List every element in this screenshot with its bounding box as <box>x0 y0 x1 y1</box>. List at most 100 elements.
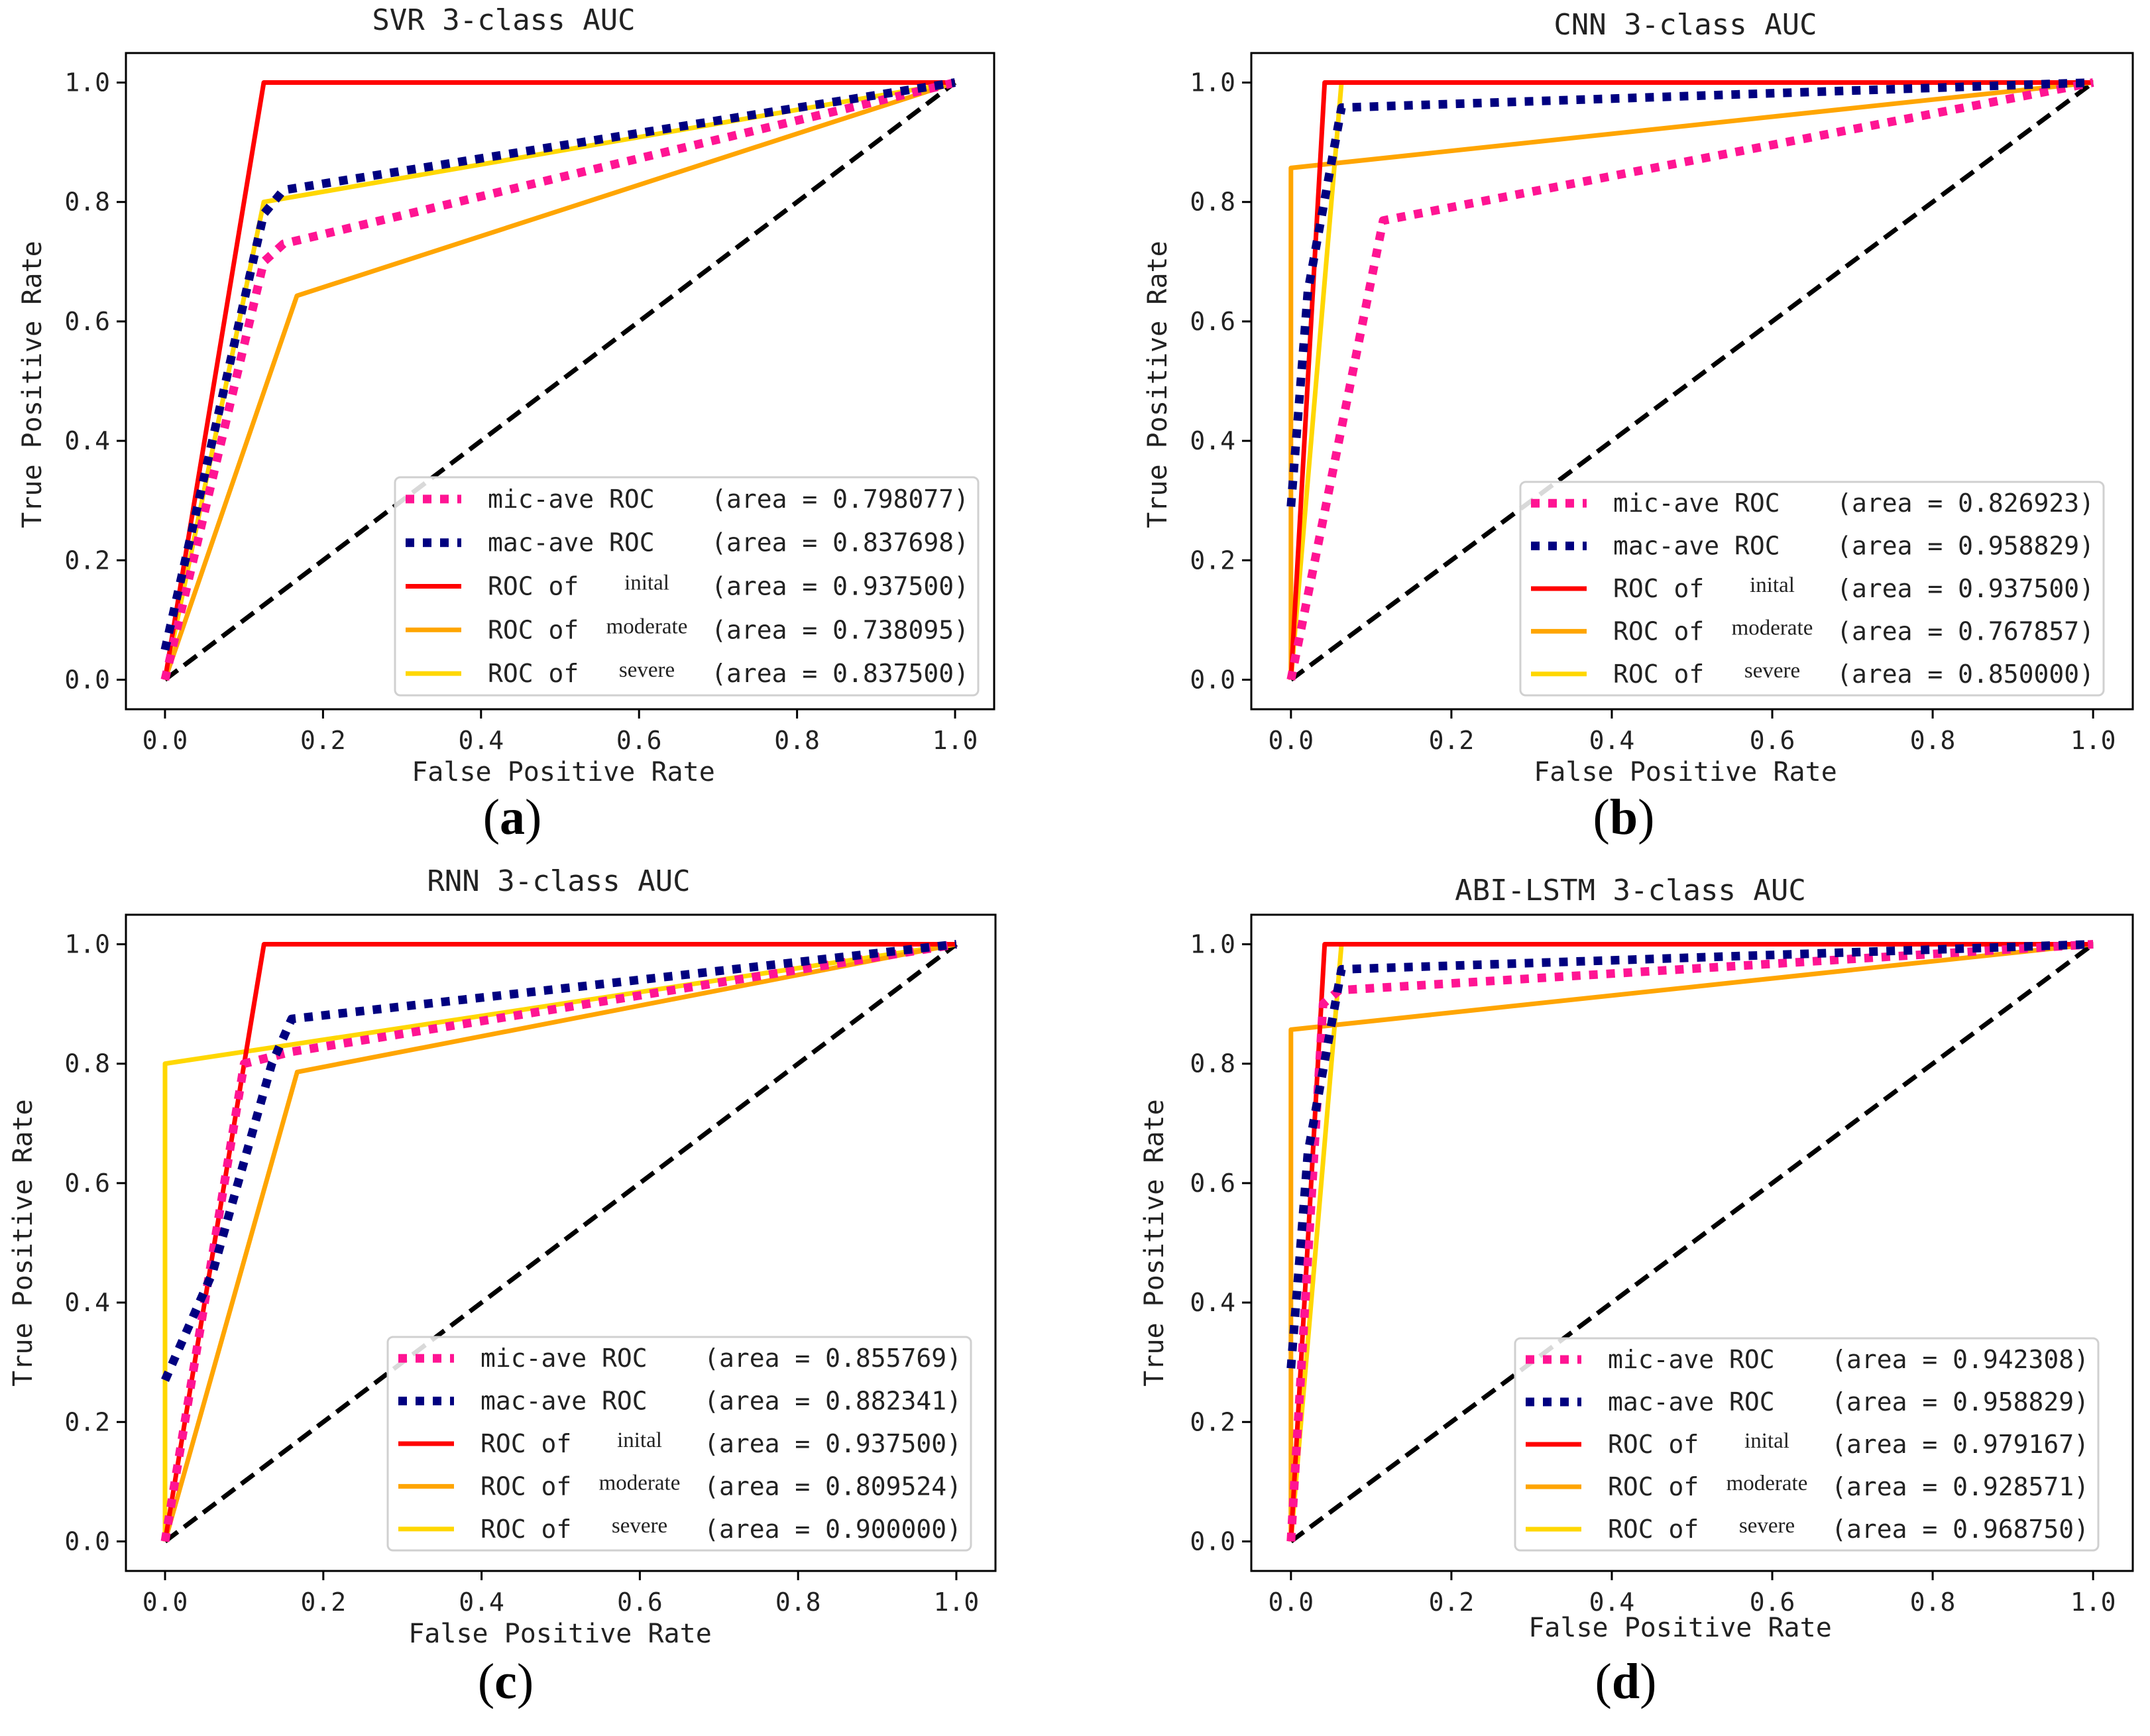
y-tick-label: 1.0 <box>64 68 110 97</box>
y-tick-label: 0.2 <box>1190 1407 1235 1436</box>
legend-area-moderate: (area = 0.767857) <box>1837 616 2094 646</box>
series-line-mic <box>1286 940 2094 1542</box>
x-tick-label: 0.0 <box>142 1588 188 1617</box>
series-line-mic <box>160 940 958 1542</box>
legend-area-moderate: (area = 0.809524) <box>704 1472 962 1501</box>
caption-letter: d <box>1612 1654 1640 1709</box>
y-tick-label: 0.8 <box>64 1049 110 1078</box>
series-line-mac <box>1286 78 2094 507</box>
y-axis-label: True Positive Rate <box>8 1099 38 1386</box>
x-tick-label: 0.6 <box>1750 726 1795 755</box>
legend-label-mic: mic-ave ROC <box>1613 489 1780 518</box>
x-tick-label: 0.0 <box>1269 1588 1314 1617</box>
caption-letter: c <box>494 1654 517 1709</box>
series-lines <box>1286 940 2095 1544</box>
legend-class-moderate: moderate <box>606 614 688 638</box>
legend-class-moderate: moderate <box>1726 1472 1808 1495</box>
legend-label-mac: mac-ave ROC <box>1613 532 1780 561</box>
legend-area-inital: (area = 0.937500) <box>704 1429 962 1458</box>
legend-label-mic: mic-ave ROC <box>1608 1345 1775 1374</box>
legend-area-mic: (area = 0.798077) <box>711 485 969 514</box>
series-line-mic <box>160 78 956 681</box>
panel-b: CNN 3-class AUC 0.0 0.2 0.4 0.6 0.8 1.0 0.0 0.2 0… <box>1143 8 2134 845</box>
legend: mic-ave ROC (area = 0.826923) mac-ave ROC (… <box>1519 481 2105 697</box>
series-line-moderate <box>1288 80 2094 680</box>
caption-open-paren: ( <box>483 789 500 845</box>
legend-class-inital: inital <box>1744 1429 1789 1453</box>
series-line-mac <box>160 78 956 651</box>
x-tick-label: 0.8 <box>774 726 820 755</box>
y-tick-label: 0.6 <box>64 1169 110 1198</box>
legend-area-mic: (area = 0.942308) <box>1831 1345 2089 1374</box>
caption-letter: a <box>500 789 525 845</box>
y-tick-label: 0.2 <box>1190 546 1235 575</box>
panel-d: ABI-LSTM 3-class AUC 0.0 0.2 0.4 0.6 0.8 1.0 0.… <box>1139 874 2134 1709</box>
caption-close-paren: ) <box>1640 1654 1656 1709</box>
legend-class-inital: inital <box>617 1428 662 1452</box>
chart-title: SVR 3-class AUC <box>372 3 635 37</box>
x-tick-label: 0.2 <box>1429 1588 1475 1617</box>
x-tick-label: 0.2 <box>301 1588 347 1617</box>
x-tick-label: 0.8 <box>1910 726 1956 755</box>
y-axis-label: True Positive Rate <box>1143 241 1173 528</box>
series-lines <box>160 940 958 1544</box>
x-tick-label: 0.0 <box>142 726 188 755</box>
legend-class-inital: inital <box>624 571 669 595</box>
x-tick-label: 1.0 <box>2070 1588 2116 1617</box>
series-line-chance <box>163 80 957 682</box>
series-line-moderate <box>162 942 957 1542</box>
x-tick-label: 0.4 <box>1589 1588 1635 1617</box>
legend: mic-ave ROC (area = 0.942308) mac-ave ROC (… <box>1514 1337 2100 1552</box>
caption-open-paren: ( <box>1593 789 1610 845</box>
legend-box <box>1519 481 2105 697</box>
caption-close-paren: ) <box>525 789 541 845</box>
series-line-mac <box>161 940 957 1382</box>
legend-area-moderate: (area = 0.928571) <box>1831 1472 2089 1501</box>
legend-class-severe: severe <box>619 658 675 682</box>
legend-label-mac: mac-ave ROC <box>481 1387 648 1416</box>
legend-box <box>1514 1337 2100 1552</box>
legend-class-moderate: moderate <box>599 1471 681 1495</box>
legend-area-moderate: (area = 0.738095) <box>711 615 969 644</box>
chart-title: CNN 3-class AUC <box>1554 8 1817 42</box>
legend-area-mic: (area = 0.826923) <box>1837 489 2094 518</box>
x-tick-label: 0.6 <box>1750 1588 1795 1617</box>
legend: mic-ave ROC (area = 0.855769) mac-ave ROC (… <box>386 1336 972 1552</box>
series-line-inital <box>162 80 955 681</box>
y-tick-label: 0.6 <box>64 307 110 336</box>
x-tick-label: 0.2 <box>1429 726 1475 755</box>
x-tick-label: 0.4 <box>458 726 504 755</box>
legend-class-moderate: moderate <box>1732 616 1813 640</box>
legend-area-inital: (area = 0.979167) <box>1831 1430 2089 1459</box>
series-lines <box>160 78 957 682</box>
series-line-inital <box>1288 80 2094 680</box>
x-tick-label: 0.8 <box>775 1588 821 1617</box>
series-lines <box>1286 78 2095 682</box>
y-tick-label: 0.0 <box>1190 665 1235 694</box>
legend-label-severe: ROC of <box>481 1515 571 1544</box>
legend-class-inital: inital <box>1750 573 1795 597</box>
legend-label-moderate: ROC of <box>481 1472 571 1501</box>
panel-caption: (d) <box>1595 1654 1657 1709</box>
panel-caption: (a) <box>483 789 542 845</box>
x-axis-label: False Positive Rate <box>408 1619 712 1649</box>
legend-label-inital: ROC of <box>481 1429 571 1458</box>
legend-label-mic: mic-ave ROC <box>481 1344 648 1373</box>
series-line-mac <box>1286 940 2094 1369</box>
legend-area-mac: (area = 0.882341) <box>704 1387 962 1416</box>
legend-box <box>394 476 980 697</box>
legend-label-inital: ROC of <box>1613 574 1704 603</box>
y-tick-label: 0.4 <box>1190 1288 1235 1317</box>
y-tick-label: 0.0 <box>64 1527 110 1556</box>
legend-area-severe: (area = 0.968750) <box>1831 1515 2089 1544</box>
legend-area-mac: (area = 0.958829) <box>1837 532 2094 561</box>
y-tick-label: 0.4 <box>64 426 110 455</box>
x-axis-label: False Positive Rate <box>1534 757 1837 787</box>
series-line-inital <box>1288 942 2094 1542</box>
y-axis-label: True Positive Rate <box>1139 1099 1170 1386</box>
y-tick-label: 0.2 <box>64 546 110 575</box>
y-tick-label: 0.0 <box>64 665 110 694</box>
x-tick-label: 0.4 <box>1589 726 1635 755</box>
series-line-severe <box>162 942 957 1542</box>
